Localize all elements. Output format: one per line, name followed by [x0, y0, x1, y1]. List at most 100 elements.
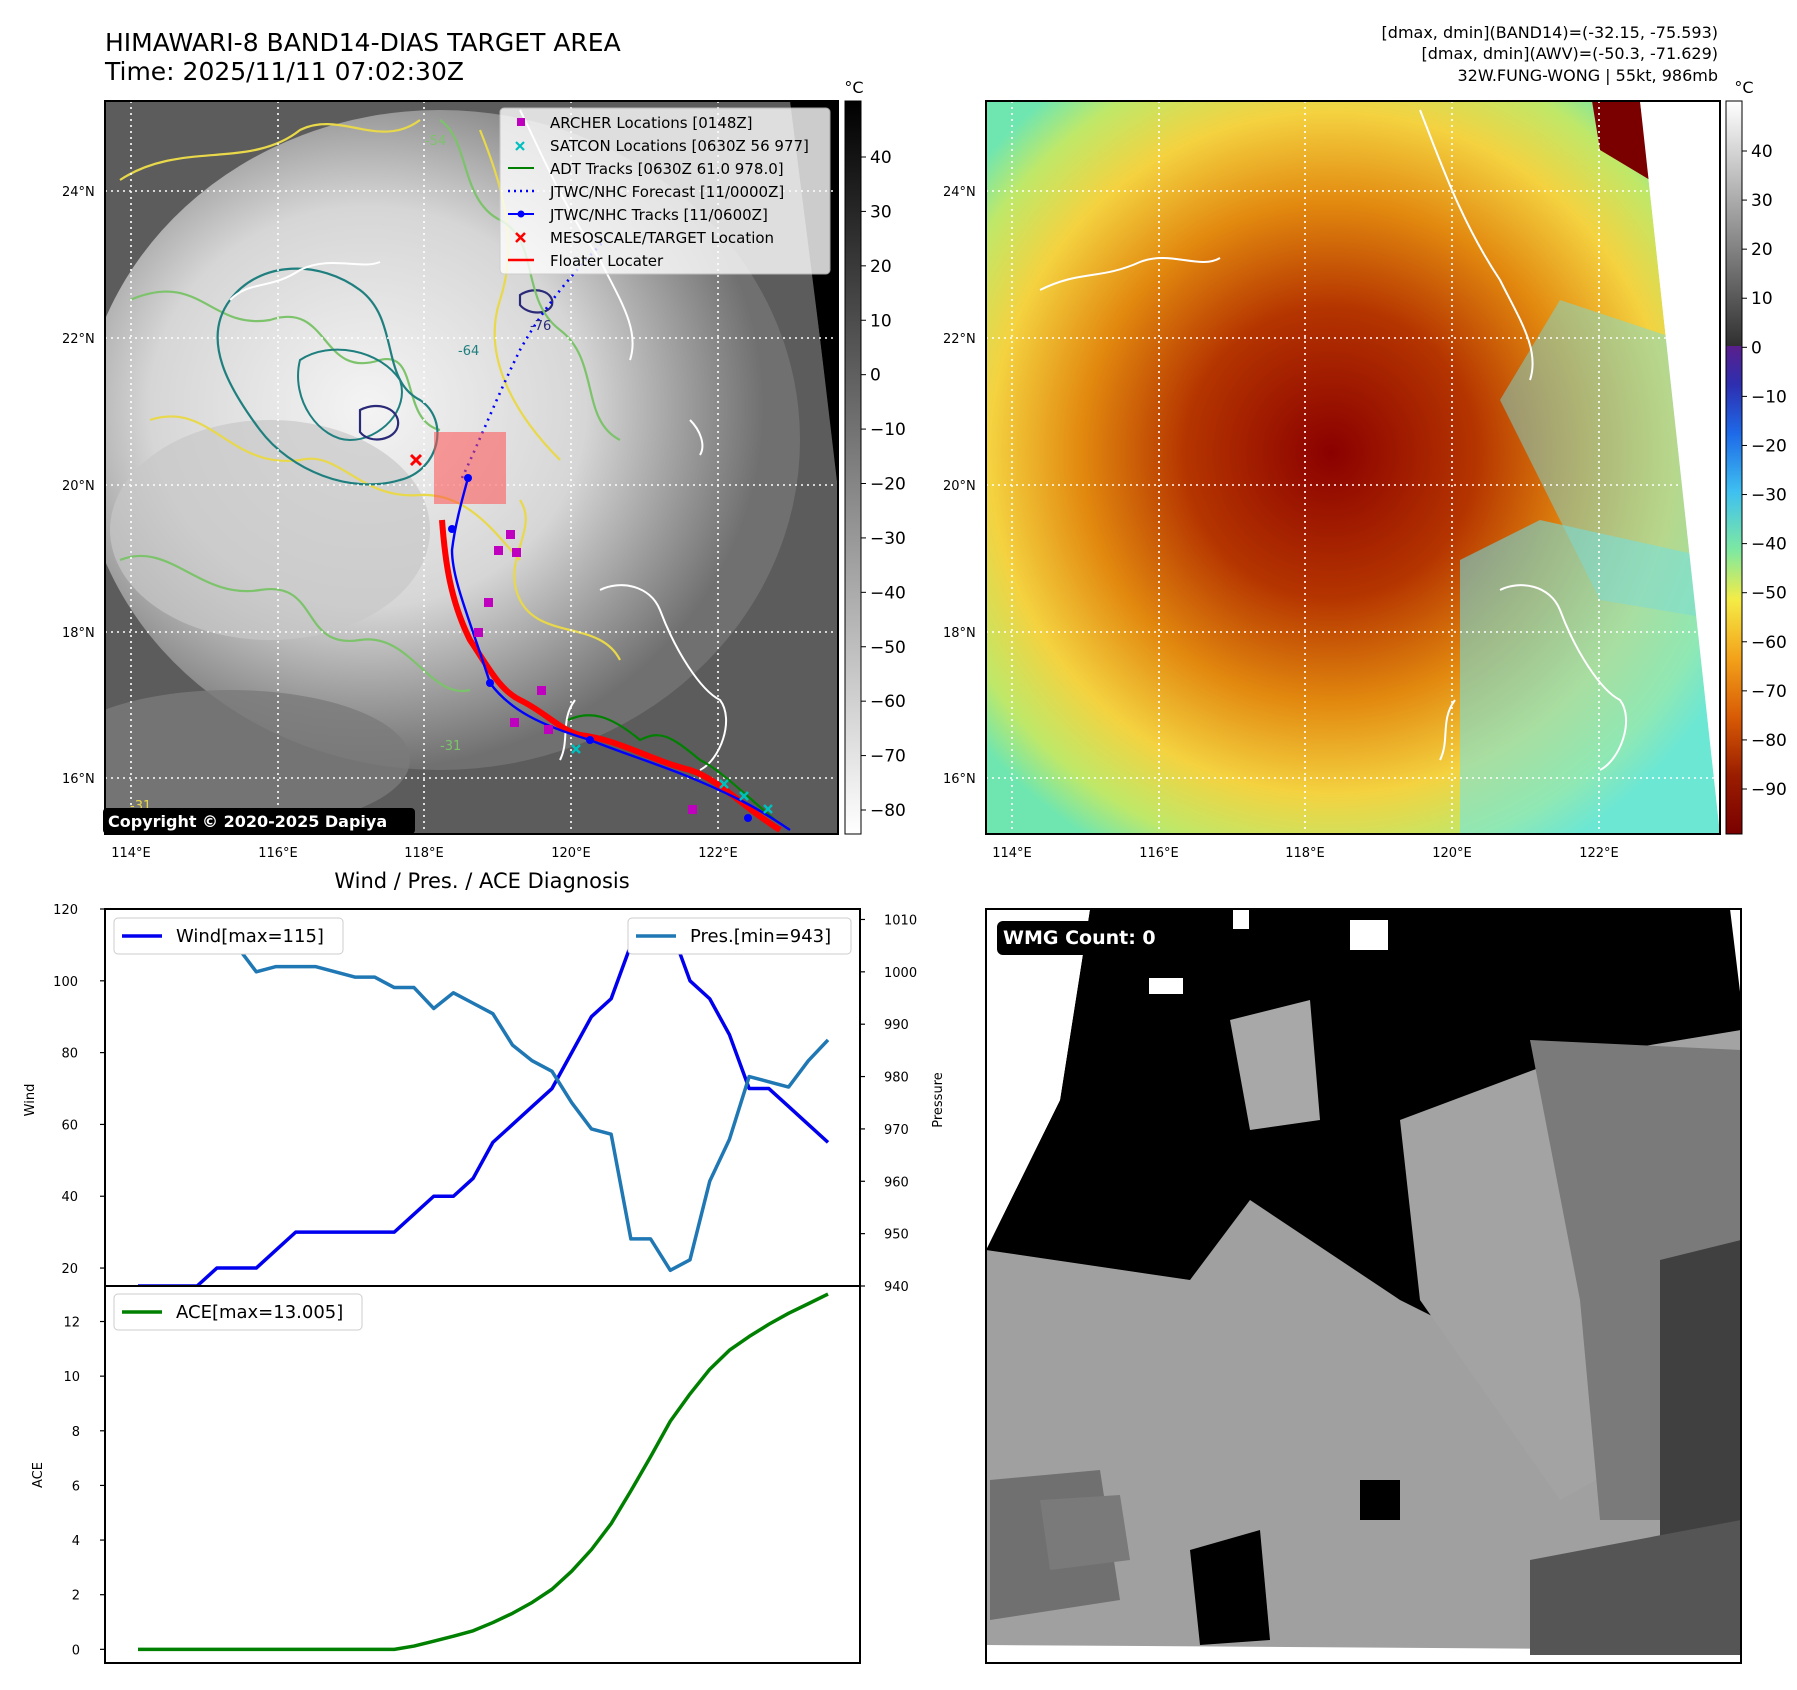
cbar-tick-label: −20 — [1751, 436, 1787, 456]
cbar-tick-label: −80 — [1751, 731, 1787, 751]
wind-legend: Wind[max=115] — [113, 917, 344, 955]
copyright-box — [103, 808, 415, 834]
wind-axis-label: Wind — [23, 1084, 38, 1117]
map1-lon-120: 120°E — [551, 846, 591, 861]
ace-legend: ACE[max=13.005] — [113, 1293, 363, 1331]
ace-tick-label: 4 — [72, 1534, 80, 1549]
cbar-tick-label: −30 — [1751, 486, 1787, 506]
cbar2-unit: °C — [1734, 78, 1753, 97]
wind-tick-label: 100 — [53, 975, 78, 990]
ace-tick-label: 12 — [63, 1316, 80, 1331]
ace-tick-label: 0 — [72, 1643, 80, 1658]
legend-adt: ADT Tracks [0630Z 61.0 978.0] — [550, 160, 784, 178]
map1-lat-labels: 24°N 22°N 20°N 18°N 16°N — [62, 185, 95, 787]
map2-lon-labels: 114°E 116°E 118°E 120°E 122°E — [992, 846, 1619, 861]
pressure-tick-label: 960 — [884, 1175, 909, 1190]
map1-lat-20: 20°N — [62, 479, 95, 494]
map1-lat-18: 18°N — [62, 626, 95, 641]
archer-points — [474, 530, 697, 814]
pressure-tick-label: 980 — [884, 1071, 909, 1086]
awv-no-data — [1640, 101, 1720, 834]
colorbar-2: °C 40 30 20 10 0 −10 −20 −30 −40 −50 −60 −70 −80 −90 — [1725, 78, 1787, 835]
ace-tick-label: 10 — [63, 1370, 80, 1385]
map2-lat-24: 24°N — [943, 185, 976, 200]
cbar-tick-label: −70 — [1751, 682, 1787, 702]
floater-track — [439, 519, 782, 833]
cbar-tick-label: 30 — [870, 202, 892, 222]
adt-track — [567, 714, 776, 821]
legend-forecast: JTWC/NHC Forecast [11/0000Z] — [549, 183, 784, 201]
map1-lat-24: 24°N — [62, 185, 95, 200]
wind-tick-label: 60 — [61, 1118, 78, 1133]
map2-lat-labels: 24°N 22°N 20°N 18°N 16°N — [943, 185, 976, 787]
legend-archer: ARCHER Locations [0148Z] — [550, 114, 753, 132]
wind-tick-label: 20 — [61, 1262, 78, 1277]
cbar-tick-label: −30 — [870, 529, 906, 549]
awv-map — [985, 100, 1721, 835]
cbar-tick-label: 10 — [870, 311, 892, 331]
cbar-tick-label: −10 — [870, 420, 906, 440]
wind-pressure-chart: 20 40 60 80 100 120 940 950 960 970 980 990 1000 101… — [23, 903, 946, 1295]
wind-legend-label: Wind[max=115] — [176, 926, 324, 947]
cbar-tick-label: −20 — [870, 475, 906, 495]
map1-lat-22: 22°N — [62, 332, 95, 347]
cbar-tick-label: 30 — [1751, 191, 1773, 211]
pressure-axis-label: Pressure — [931, 1072, 946, 1128]
wind-series-line — [138, 925, 830, 1288]
figure-time: Time: 2025/11/11 07:02:30Z — [104, 57, 464, 86]
wmg-panel: WMG Count: 0 — [985, 908, 1742, 1664]
map1-lon-114: 114°E — [111, 846, 151, 861]
target-box — [434, 432, 506, 504]
cbar-tick-label: −90 — [1751, 780, 1787, 800]
map2-lon-116: 116°E — [1139, 846, 1179, 861]
wind-tick-label: 40 — [61, 1190, 78, 1205]
band14-map: -76 -64 -54 -31 -31 Copyright © 2020-202… — [103, 100, 839, 835]
cbar-tick-label: 40 — [870, 148, 892, 168]
band14-stats: [dmax, dmin](BAND14)=(-32.15, -75.593) — [1382, 23, 1718, 42]
pressure-series-line — [137, 923, 830, 1273]
legend-mesoscale: MESOSCALE/TARGET Location — [550, 229, 774, 247]
pressure-tick-label: 990 — [884, 1018, 909, 1033]
copyright: Copyright © 2020-2025 Dapiya — [108, 812, 387, 831]
map1-lat-16: 16°N — [62, 772, 95, 787]
pressure-tick-label: 940 — [884, 1280, 909, 1295]
contour-label-54: -54 — [425, 134, 446, 149]
pressure-tick-label: 1000 — [884, 966, 917, 981]
cbar-tick-label: −70 — [870, 747, 906, 767]
ace-tick-label: 2 — [72, 1589, 80, 1604]
contour-label-76: -76 — [530, 319, 551, 334]
cbar-tick-label: −60 — [870, 692, 906, 712]
cbar-tick-label: 20 — [870, 257, 892, 277]
pressure-tick-label: 950 — [884, 1228, 909, 1243]
map2-lon-120: 120°E — [1432, 846, 1472, 861]
contour-label-64: -64 — [458, 344, 479, 359]
contour-label-31a: -31 — [440, 739, 461, 754]
chart-title: Wind / Pres. / ACE Diagnosis — [334, 869, 629, 893]
wmg-count-box — [997, 921, 1175, 955]
jtwc-track — [450, 477, 791, 831]
legend-jtwc: JTWC/NHC Tracks [11/0600Z] — [549, 206, 768, 224]
pressure-legend: Pres.[min=943] — [627, 917, 852, 955]
map1-lon-122: 122°E — [698, 846, 738, 861]
figure-title: HIMAWARI-8 BAND14-DIAS TARGET AREA — [105, 28, 621, 57]
legend-floater: Floater Locater — [550, 252, 664, 270]
pressure-tick-label: 1010 — [884, 913, 917, 928]
wmg-count: WMG Count: 0 — [1003, 927, 1156, 949]
map2-lat-20: 20°N — [943, 479, 976, 494]
ace-tick-label: 6 — [72, 1479, 80, 1494]
wind-tick-label: 120 — [53, 903, 78, 918]
ace-tick-label: 8 — [72, 1425, 80, 1440]
cbar-tick-label: 0 — [870, 366, 881, 386]
cbar-tick-label: −40 — [870, 583, 906, 603]
pressure-legend-label: Pres.[min=943] — [690, 926, 831, 947]
map-legend: ARCHER Locations [0148Z] SATCON Location… — [499, 107, 831, 275]
map2-lon-118: 118°E — [1285, 846, 1325, 861]
wind-tick-label: 80 — [61, 1047, 78, 1062]
cbar-tick-label: 20 — [1751, 240, 1773, 260]
storm-info: 32W.FUNG-WONG | 55kt, 986mb — [1457, 66, 1718, 85]
map2-lon-122: 122°E — [1579, 846, 1619, 861]
legend-satcon: SATCON Locations [0630Z 56 977] — [550, 137, 809, 155]
cbar1-unit: °C — [844, 78, 863, 97]
ace-legend-label: ACE[max=13.005] — [176, 1302, 343, 1323]
